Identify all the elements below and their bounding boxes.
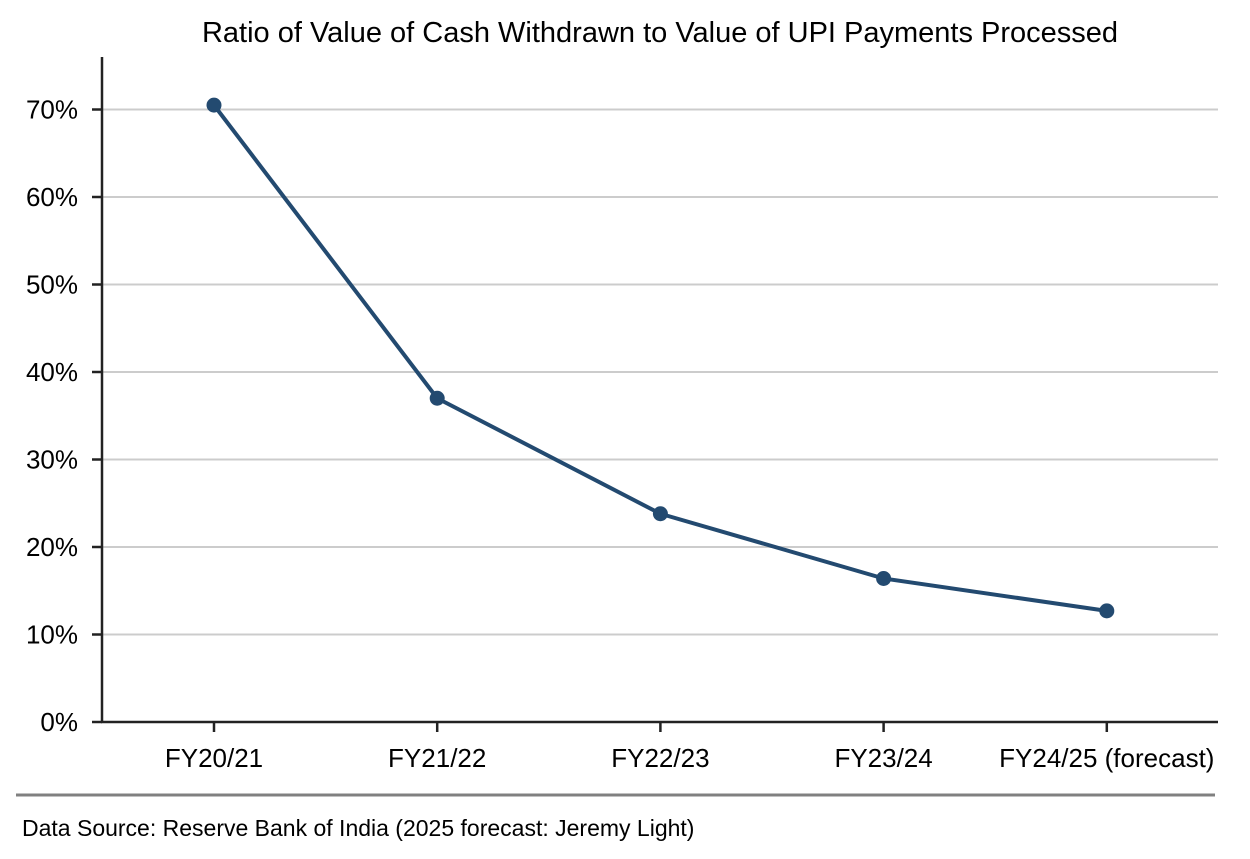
data-point [1099,603,1115,619]
axes [92,57,1218,732]
data-point [652,506,668,522]
data-point [429,390,445,406]
y-tick-label: 20% [26,532,78,562]
y-tick-label: 0% [40,707,78,737]
x-tick-label: FY21/22 [388,743,486,773]
y-tick-label: 10% [26,620,78,650]
y-tick-label: 70% [26,95,78,125]
data-point [876,571,892,586]
data-point [206,97,222,113]
x-tick-label: FY20/21 [165,743,263,773]
chart-title: Ratio of Value of Cash Withdrawn to Valu… [202,17,1118,49]
x-tick-label: FY23/24 [834,743,932,773]
tick-labels: 0% 10% 20% 30% 40% 50% 60% 70% FY20/21 FY21/22 FY2… [26,95,1215,774]
grid-lines [102,108,1218,636]
y-tick-label: 30% [26,445,78,475]
y-tick-label: 60% [26,182,78,212]
series-line [212,103,1109,613]
x-tick-label: FY22/23 [611,743,709,773]
y-tick-label: 50% [26,270,78,300]
source-note: Data Source: Reserve Bank of India (2025… [22,815,694,841]
series-layer [206,97,1115,619]
y-tick-label: 40% [26,357,78,387]
x-tick-label: FY24/25 (forecast) [999,743,1214,773]
